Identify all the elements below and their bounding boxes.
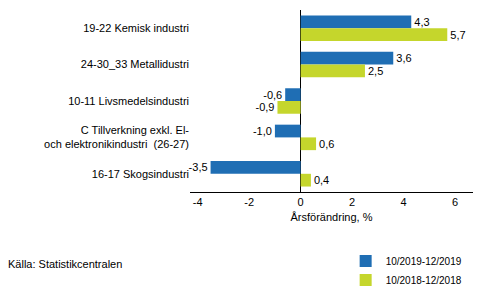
svg-text:16-17 Skogsindustri: 16-17 Skogsindustri xyxy=(92,168,189,180)
svg-text:-2: -2 xyxy=(244,196,254,208)
svg-text:4: 4 xyxy=(400,196,406,208)
svg-text:C Tillverkning exkl. El-och el: C Tillverkning exkl. El-och elektronikin… xyxy=(44,124,189,150)
svg-text:Källa: Statistikcentralen: Källa: Statistikcentralen xyxy=(8,258,122,270)
svg-text:-0,9: -0,9 xyxy=(256,101,275,113)
svg-text:2: 2 xyxy=(349,196,355,208)
svg-text:6: 6 xyxy=(452,196,458,208)
svg-text:-3,5: -3,5 xyxy=(189,161,208,173)
svg-text:3,6: 3,6 xyxy=(396,52,411,64)
svg-text:5,7: 5,7 xyxy=(450,29,465,41)
svg-text:-4: -4 xyxy=(193,196,203,208)
svg-text:-0,6: -0,6 xyxy=(263,89,282,101)
svg-text:24-30_33 Metallidustri: 24-30_33 Metallidustri xyxy=(81,58,189,70)
svg-text:19-22 Kemisk industri: 19-22 Kemisk industri xyxy=(83,22,189,34)
svg-text:4,3: 4,3 xyxy=(414,16,429,28)
svg-text:2,5: 2,5 xyxy=(368,65,383,77)
svg-text:10/2019-12/2019: 10/2019-12/2019 xyxy=(386,256,462,267)
svg-text:-1,0: -1,0 xyxy=(253,125,272,137)
svg-text:10/2018-12/2018: 10/2018-12/2018 xyxy=(386,275,462,286)
svg-text:0: 0 xyxy=(298,196,304,208)
svg-text:Årsförändring, %: Årsförändring, % xyxy=(291,211,373,223)
svg-text:10-11 Livsmedelsindustri: 10-11 Livsmedelsindustri xyxy=(68,95,189,107)
svg-text:0,4: 0,4 xyxy=(314,174,329,186)
svg-text:0,6: 0,6 xyxy=(319,138,334,150)
